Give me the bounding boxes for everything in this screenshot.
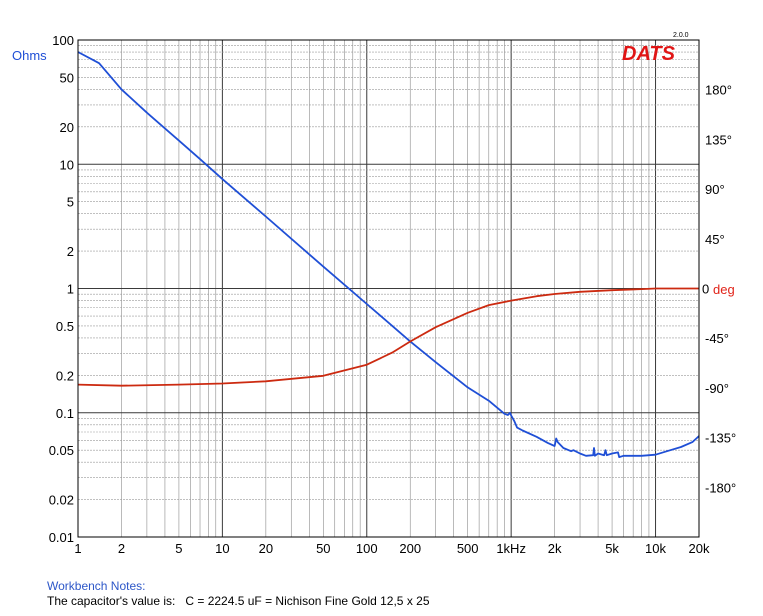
left-tick-label: 5 bbox=[67, 195, 74, 210]
x-tick-label: 20k bbox=[689, 541, 710, 556]
x-tick-label: 2k bbox=[548, 541, 562, 556]
left-axis-tick-labels: 100 50 20 10 5 2 1 0.5 0.2 0.1 0.05 0.02 0.01 bbox=[49, 33, 74, 545]
x-tick-label: 500 bbox=[457, 541, 479, 556]
x-tick-label: 10 bbox=[215, 541, 229, 556]
right-tick-label: -135° bbox=[705, 431, 736, 446]
brand-logo: DATS bbox=[622, 43, 676, 65]
right-tick-label: -90° bbox=[705, 381, 729, 396]
x-tick-label: 1kHz bbox=[496, 541, 526, 556]
right-tick-label: -180° bbox=[705, 480, 736, 495]
impedance-phase-chart: 1 2 5 10 20 50 100 200 500 1kHz 2k 5k 10k 20k 1005020… bbox=[12, 32, 736, 556]
left-tick-label: 0.5 bbox=[56, 319, 74, 334]
right-tick-label: 90° bbox=[705, 182, 725, 197]
left-axis-unit-label: Ohms bbox=[12, 48, 47, 63]
x-tick-label: 5 bbox=[175, 541, 182, 556]
left-tick-label: 0.1 bbox=[56, 406, 74, 421]
x-tick-label: 10k bbox=[645, 541, 666, 556]
workbench-notes: Workbench Notes: The capacitor's value i… bbox=[47, 579, 430, 609]
impedance-series-line bbox=[77, 51, 700, 458]
right-axis-unit-label: deg bbox=[713, 282, 735, 297]
right-tick-label: 135° bbox=[705, 132, 732, 147]
left-tick-label: 1 bbox=[67, 282, 74, 297]
x-tick-label: 50 bbox=[316, 541, 330, 556]
left-tick-label: 0.01 bbox=[49, 530, 74, 545]
data-series bbox=[77, 51, 700, 458]
version-label: 2.0.0 bbox=[673, 32, 689, 39]
x-tick-label: 200 bbox=[399, 541, 421, 556]
x-tick-label: 2 bbox=[118, 541, 125, 556]
grid-lines bbox=[77, 40, 700, 538]
left-tick-label: 50 bbox=[60, 70, 74, 85]
right-tick-label: 180° bbox=[705, 83, 732, 98]
right-tick-label: 45° bbox=[705, 232, 725, 247]
plot-frame bbox=[77, 39, 700, 538]
phase-series-line bbox=[77, 287, 699, 387]
left-tick-label: 0.2 bbox=[56, 368, 74, 383]
left-tick-label: 20 bbox=[60, 120, 74, 135]
x-tick-label: 100 bbox=[356, 541, 378, 556]
right-tick-label: -45° bbox=[705, 331, 729, 346]
x-tick-label: 5k bbox=[605, 541, 619, 556]
x-axis-tick-labels: 1 2 5 10 20 50 100 200 500 1kHz 2k 5k 10k 20k bbox=[74, 541, 710, 556]
left-tick-label: 100 bbox=[52, 33, 74, 48]
right-axis-tick-labels: 180° 135° 90° 45° 0 -45° -90° -135° -180° bbox=[702, 83, 736, 496]
left-tick-label: 2 bbox=[67, 244, 74, 259]
notes-title: Workbench Notes: bbox=[47, 579, 146, 593]
right-tick-label: 0 bbox=[702, 282, 709, 297]
left-tick-label: 10 bbox=[60, 157, 74, 172]
x-tick-label: 1 bbox=[74, 541, 81, 556]
left-tick-label: 0.02 bbox=[49, 493, 74, 508]
notes-text: The capacitor's value is: C = 2224.5 uF … bbox=[47, 594, 430, 608]
x-tick-label: 20 bbox=[259, 541, 273, 556]
left-tick-label: 0.05 bbox=[49, 443, 74, 458]
